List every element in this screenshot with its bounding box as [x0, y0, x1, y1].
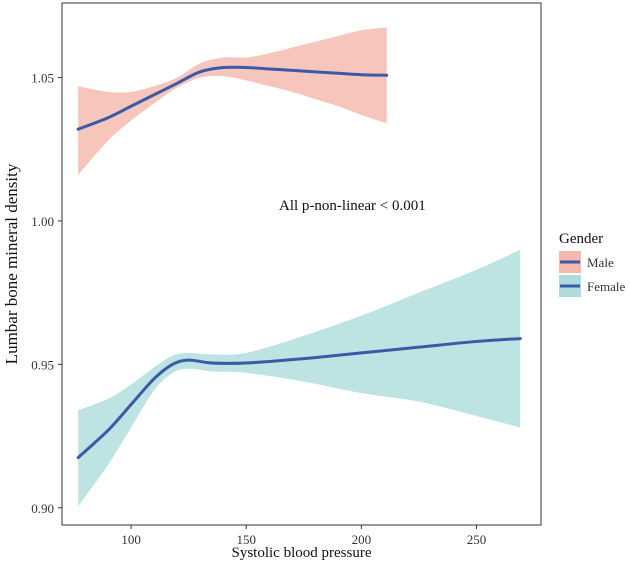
x-tick-label: 100: [121, 532, 141, 547]
annotation-text: All p-non-linear < 0.001: [279, 198, 426, 214]
legend-label-male: Male: [587, 255, 614, 270]
y-tick-label: 1.05: [31, 71, 54, 86]
x-axis: 100 150 200 250: [121, 525, 486, 547]
x-axis-label: Systolic blood pressure: [232, 545, 372, 561]
legend-label-female: Female: [587, 279, 625, 294]
legend: Gender Male Female: [559, 231, 625, 297]
series-line-male: [76, 65, 389, 131]
y-axis-label: Lumbar bone mineral density: [2, 163, 21, 364]
y-tick-label: 0.95: [31, 357, 54, 372]
series-line-female: [76, 337, 522, 460]
legend-items: Male Female: [559, 251, 625, 297]
confidence-band-female: [78, 249, 521, 507]
y-tick-label: 1.00: [31, 214, 54, 229]
y-tick-label: 0.90: [31, 501, 54, 516]
series-lines: [76, 65, 522, 460]
y-axis: 0.90 0.95 1.00 1.05: [31, 71, 62, 516]
legend-title: Gender: [559, 231, 603, 247]
x-tick-label: 250: [467, 532, 487, 547]
x-tick-label: 150: [236, 532, 256, 547]
x-tick-label: 200: [352, 532, 372, 547]
plot-frame: [61, 2, 542, 526]
confidence-bands: [78, 27, 521, 507]
confidence-band-male: [78, 27, 387, 176]
